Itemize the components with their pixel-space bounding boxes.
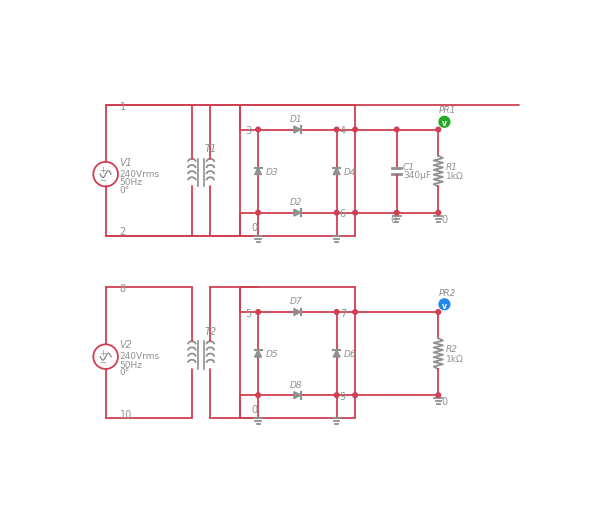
Text: 50Hz: 50Hz (119, 178, 143, 187)
Text: 3: 3 (246, 126, 252, 136)
Text: 2: 2 (119, 227, 126, 237)
Circle shape (353, 393, 358, 398)
Circle shape (394, 128, 399, 132)
Circle shape (353, 211, 358, 215)
Text: v: v (442, 119, 447, 128)
Text: 1kΩ: 1kΩ (446, 354, 464, 363)
Text: v: v (442, 301, 447, 310)
Circle shape (439, 117, 450, 128)
Text: 0: 0 (441, 214, 447, 224)
Text: C1: C1 (403, 163, 415, 172)
Circle shape (436, 128, 441, 132)
Text: 4: 4 (340, 126, 346, 136)
Text: 50Hz: 50Hz (119, 360, 143, 369)
Text: 340μF: 340μF (403, 171, 431, 179)
Circle shape (256, 310, 261, 315)
Text: 7: 7 (340, 308, 346, 318)
Text: 6: 6 (340, 209, 346, 219)
Text: D6: D6 (344, 349, 356, 358)
Text: R1: R1 (446, 163, 458, 172)
Text: R2: R2 (446, 345, 458, 354)
Text: 0: 0 (251, 405, 258, 414)
Text: V1: V1 (119, 158, 132, 167)
Circle shape (436, 393, 441, 398)
Text: D2: D2 (289, 197, 302, 207)
Text: D1: D1 (289, 115, 302, 124)
Circle shape (353, 128, 358, 132)
Circle shape (439, 299, 450, 310)
Text: +: + (99, 166, 106, 175)
Circle shape (334, 393, 339, 398)
Text: V2: V2 (119, 340, 132, 350)
Polygon shape (255, 168, 262, 175)
Circle shape (334, 128, 339, 132)
Text: 8: 8 (119, 284, 126, 294)
Polygon shape (294, 392, 301, 399)
Text: D7: D7 (289, 297, 302, 306)
Circle shape (436, 310, 441, 315)
Text: D3: D3 (265, 167, 278, 176)
Text: −: − (99, 176, 106, 185)
Text: T1: T1 (205, 144, 217, 154)
Text: T2: T2 (205, 326, 217, 336)
Text: 240Vrms: 240Vrms (119, 169, 159, 178)
Text: 5: 5 (246, 308, 252, 318)
Circle shape (256, 393, 261, 398)
Circle shape (334, 310, 339, 315)
Polygon shape (294, 309, 301, 316)
Text: 0°: 0° (119, 367, 130, 377)
Circle shape (436, 211, 441, 215)
Text: 1: 1 (119, 101, 126, 111)
Polygon shape (333, 350, 340, 357)
Circle shape (256, 211, 261, 215)
Circle shape (353, 310, 358, 315)
Text: 9: 9 (340, 391, 346, 401)
Text: 0: 0 (391, 214, 397, 224)
Text: +: + (99, 348, 106, 357)
Text: −: − (99, 358, 106, 367)
Text: PR1: PR1 (439, 106, 456, 115)
Text: D4: D4 (344, 167, 356, 176)
Text: 10: 10 (119, 409, 132, 419)
Text: 1kΩ: 1kΩ (446, 172, 464, 181)
Circle shape (394, 211, 399, 215)
Polygon shape (333, 168, 340, 175)
Circle shape (256, 128, 261, 132)
Text: 0: 0 (251, 222, 258, 233)
Polygon shape (255, 350, 262, 357)
Text: PR2: PR2 (439, 288, 456, 297)
Text: 240Vrms: 240Vrms (119, 352, 159, 360)
Polygon shape (294, 127, 301, 134)
Text: 0: 0 (441, 397, 447, 407)
Text: D8: D8 (289, 380, 302, 389)
Text: 0°: 0° (119, 185, 130, 194)
Text: D5: D5 (265, 349, 278, 358)
Circle shape (334, 211, 339, 215)
Polygon shape (294, 210, 301, 217)
